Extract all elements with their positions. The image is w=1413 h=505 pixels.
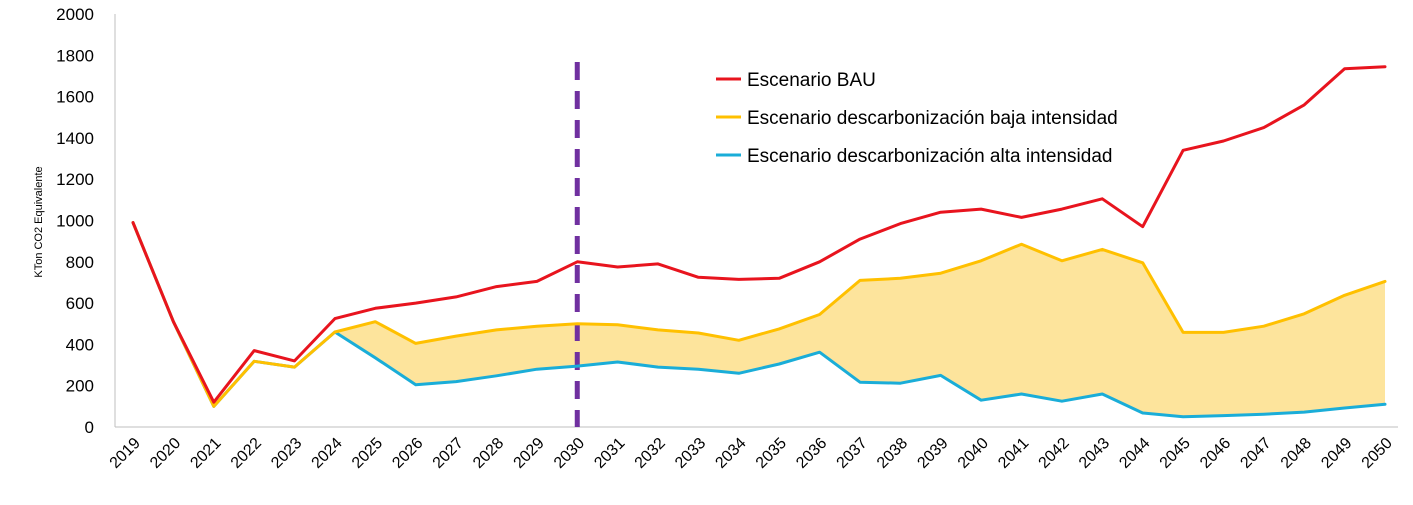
x-tick-label: 2038 [874,435,911,472]
x-tick-label: 2027 [430,435,467,472]
x-tick-label: 2029 [511,435,548,472]
legend-item-bau: Escenario BAU [716,70,876,91]
x-tick-label: 2046 [1197,435,1234,472]
x-tick-label: 2049 [1318,435,1355,472]
x-tick-label: 2033 [672,435,709,472]
x-tick-label: 2034 [712,435,749,472]
legend: Escenario BAU Escenario descarbonización … [716,70,1118,167]
legend-label: Escenario descarbonización alta intensid… [747,146,1112,167]
y-tick-label: 0 [85,418,94,437]
axis-layer [114,14,1398,428]
x-tick-label: 2023 [268,435,305,472]
x-tick-label: 2021 [187,435,224,472]
y-tick-label: 200 [66,377,94,396]
legend-label: Escenario descarbonización baja intensid… [747,108,1118,129]
x-tick-label: 2025 [349,435,386,472]
x-tick-label: 2037 [834,435,871,472]
x-tick-label: 2048 [1278,435,1315,472]
y-tick-label: 1800 [56,46,94,65]
series-layer [131,65,1387,419]
band-layer [133,222,1385,417]
x-tick-label: 2041 [995,435,1032,472]
y-tick-label: 2000 [56,5,94,24]
x-tick-label: 2024 [309,435,346,472]
x-tick-label: 2050 [1359,435,1396,472]
x-tick-label: 2042 [1036,435,1073,472]
x-tick-label: 2044 [1116,435,1153,472]
y-tick-label: 400 [66,335,94,354]
band-area [133,222,1385,417]
y-tick-label: 1200 [56,170,94,189]
x-tick-label: 2032 [632,435,669,472]
x-tick-label: 2026 [389,435,426,472]
x-tick-label: 2030 [551,435,588,472]
legend-label: Escenario BAU [747,70,876,91]
y-tick-label: 1400 [56,129,94,148]
y-axis-label: KTon CO2 Equivalente [33,166,45,277]
series-line-alta-intensidad [131,221,1387,419]
y-tick-label: 600 [66,294,94,313]
x-tick-label: 2028 [470,435,507,472]
x-tick-label: 2039 [914,435,951,472]
x-tick-label: 2035 [753,435,790,472]
x-tick-label: 2031 [591,435,628,472]
x-tick-label: 2022 [228,435,265,472]
legend-item-baja-intensidad: Escenario descarbonización baja intensid… [716,108,1118,129]
series-line-baja-intensidad [131,221,1387,408]
x-tick-label: 2020 [147,435,184,472]
x-tick-label: 2043 [1076,435,1113,472]
series-line-bau [131,65,1387,404]
y-tick-label: 800 [66,253,94,272]
x-tick-label: 2045 [1157,435,1194,472]
y-tick-label: 1000 [56,212,94,231]
legend-item-alta-intensidad: Escenario descarbonización alta intensid… [716,146,1112,167]
y-tick-label: 1600 [56,88,94,107]
x-tick-label: 2047 [1237,435,1274,472]
x-tick-label: 2036 [793,435,830,472]
x-tick-label: 2019 [107,435,144,472]
x-tick-label: 2040 [955,435,992,472]
